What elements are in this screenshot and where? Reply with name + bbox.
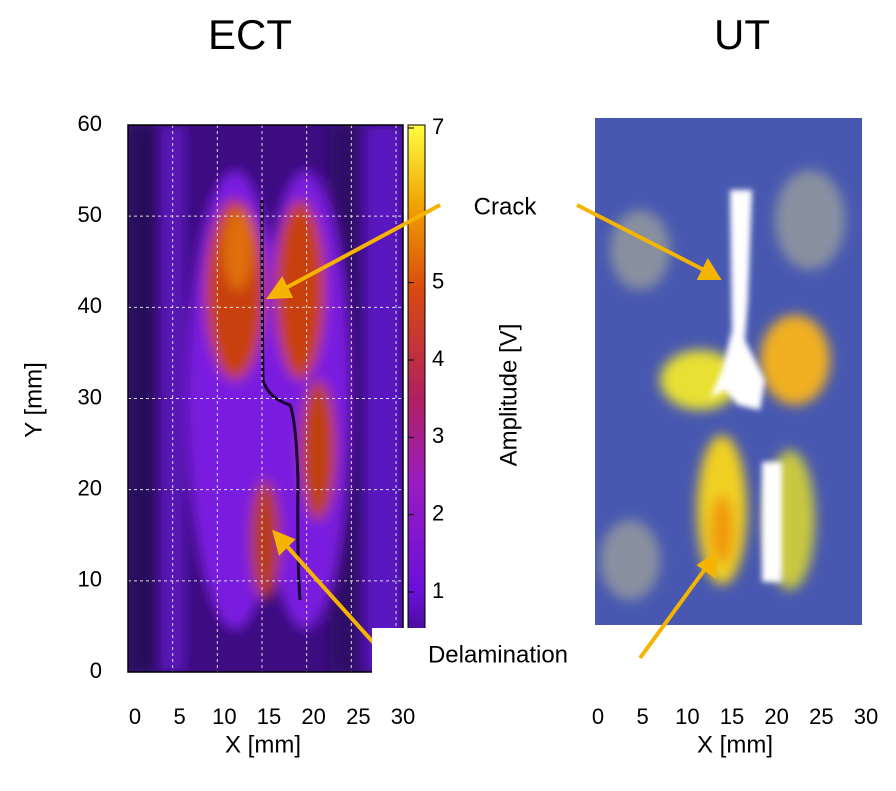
delamination-label: Delamination bbox=[428, 641, 568, 668]
x-axis-label: X [mm] bbox=[225, 731, 301, 758]
x-tick-label: 0 bbox=[592, 704, 604, 729]
colorbar-label: Amplitude [V] bbox=[495, 324, 522, 467]
colorbar-tick-label: 2 bbox=[432, 500, 444, 525]
colorbar-tick-label: 4 bbox=[432, 346, 444, 371]
ect-heatmap bbox=[128, 125, 403, 672]
ect-title: ECT bbox=[208, 11, 292, 58]
x-tick-label: 30 bbox=[391, 704, 415, 729]
y-tick-label: 60 bbox=[78, 111, 102, 136]
y-tick-label: 10 bbox=[78, 567, 102, 592]
ut-image bbox=[595, 118, 862, 625]
y-tick-label: 40 bbox=[78, 293, 102, 318]
figure: ECT UT bbox=[0, 0, 896, 786]
colorbar-tick-label: 5 bbox=[432, 268, 444, 293]
x-tick-label: 30 bbox=[854, 704, 878, 729]
x-axis-label: X [mm] bbox=[697, 731, 773, 758]
x-tick-label: 25 bbox=[346, 704, 370, 729]
colorbar-tick-label: 1 bbox=[432, 578, 444, 603]
ut-title: UT bbox=[714, 11, 770, 58]
x-tick-label: 10 bbox=[675, 704, 699, 729]
crack-label: Crack bbox=[474, 193, 538, 220]
y-tick-label: 30 bbox=[78, 384, 102, 409]
y-tick-label: 20 bbox=[78, 475, 102, 500]
x-tick-label: 20 bbox=[764, 704, 788, 729]
y-tick-label: 0 bbox=[90, 658, 102, 683]
x-tick-label: 5 bbox=[174, 704, 186, 729]
colorbar-tick-label: 7 bbox=[432, 114, 444, 139]
x-tick-label: 20 bbox=[301, 704, 325, 729]
colorbar-tick-label: 3 bbox=[432, 423, 444, 448]
colorbar bbox=[408, 125, 425, 672]
x-tick-label: 5 bbox=[637, 704, 649, 729]
y-tick-label: 50 bbox=[78, 202, 102, 227]
x-tick-label: 10 bbox=[212, 704, 236, 729]
y-axis-label: Y [mm] bbox=[20, 362, 47, 438]
x-tick-label: 0 bbox=[129, 704, 141, 729]
x-tick-label: 15 bbox=[257, 704, 281, 729]
x-tick-label: 25 bbox=[809, 704, 833, 729]
x-tick-label: 15 bbox=[720, 704, 744, 729]
